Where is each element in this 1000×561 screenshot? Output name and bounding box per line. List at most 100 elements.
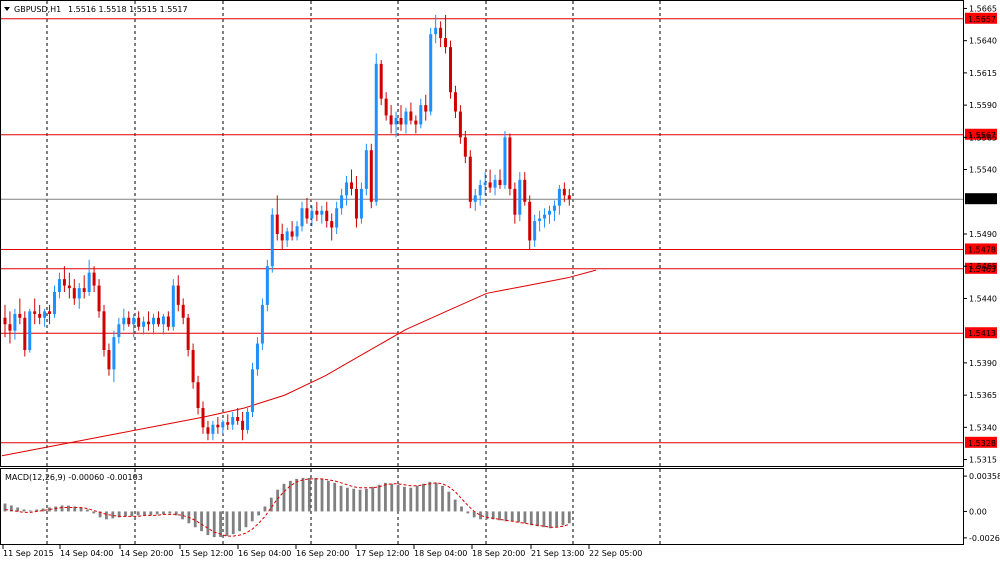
candle-body [38,313,42,318]
candle-body [132,317,136,325]
macd-bar [434,482,438,512]
candle-body [241,420,245,430]
candle-body [191,350,195,383]
macd-bar [219,511,222,538]
level-badge [965,327,997,339]
candle-body [330,221,334,228]
macd-bar [466,511,470,514]
candle-body [206,427,210,434]
level-badge [965,243,997,255]
price-axis-label: 1.5640 [969,37,997,46]
macd-bar [428,481,432,512]
macd-bar [136,511,140,516]
current-price-badge [965,193,997,205]
candle-body [28,311,32,350]
macd-bar [41,508,45,512]
macd-label: MACD(12,26,9) -0.00060 -0.00103 [5,473,143,482]
macd-bar [377,484,381,512]
candle-body [23,317,27,350]
candle-body [533,221,537,241]
time-axis: 11 Sep 2015 14 Sep 04:00 14 Sep 20:00 15 Se… [2,545,642,558]
macd-bar [225,511,229,537]
candle-body [3,317,7,325]
candle-body [221,422,225,428]
candle-body [458,111,462,138]
candle-body [463,137,467,157]
candle-body [92,272,96,286]
macd-bar [561,511,565,526]
candle-body [176,285,180,305]
candles [3,14,571,441]
macd-bar [250,511,254,522]
candle-body [127,317,131,325]
candle-body [414,120,418,125]
macd-bar [149,511,153,516]
macd-axis: 0.00358 0.00 -0.00268 [963,472,1000,543]
macd-bar [86,509,89,512]
candle-body [290,231,294,237]
macd-bar [105,511,108,520]
price-axis-label: 1.5340 [969,423,997,432]
candle-body [62,279,66,286]
macd-bar [365,488,368,512]
candle-body [142,321,146,327]
candle-body [117,324,121,338]
macd-bar [22,509,26,512]
candle-body [18,313,22,318]
candle-body [429,34,433,112]
candle-body [171,285,175,327]
macd-bar [523,511,527,524]
candle-body [275,214,279,234]
macd-bar [485,511,489,520]
candle-body [147,321,151,325]
candle-body [557,188,561,206]
macd-bar [206,511,210,536]
macd-bar [422,483,425,512]
price-axis-label: 1.5540 [969,166,997,175]
candle-body [310,210,314,219]
candle-body [122,317,126,325]
triangle-down-icon[interactable] [4,7,10,11]
candle-body [434,27,438,35]
candle-body [33,311,37,314]
candle-body [112,337,116,370]
macd-bar [276,489,280,512]
candle-body [478,185,482,196]
ohlc-readout: 1.5516 1.5518 1.5515 1.5517 [68,5,188,14]
candle-body [503,137,507,186]
time-axis-label: 21 Sep 13:00 [531,549,584,558]
time-axis-label: 11 Sep 2015 [3,549,54,558]
moving-average-line [1,269,597,457]
candle-body [320,210,324,215]
candle-body [43,311,47,318]
macd-bar [60,505,64,512]
macd-bar [536,511,539,527]
macd-bar [174,511,178,516]
candle-body [152,317,155,325]
macd-bar [263,506,267,512]
macd-axis-label: -0.00268 [969,534,1000,543]
macd-bar [326,480,330,512]
macd-bar [447,491,451,512]
level-badge-label: 1.5478 [968,245,996,254]
candle-body [340,195,344,209]
candle-body [419,105,423,125]
macd-bar [479,511,482,520]
level-badge [965,262,997,274]
candle-body [379,63,383,99]
macd-bar [529,511,533,526]
candle-body [285,231,289,241]
candle-body [473,195,477,202]
candle-body [543,214,547,219]
level-badge-label: 1.5463 [968,265,996,274]
macd-bar [117,511,121,518]
macd-signal-line [4,478,570,537]
time-axis-label: 17 Sep 12:00 [356,549,409,558]
macd-bar [162,511,165,515]
macd-bar [47,507,51,512]
price-axis-label: 1.5390 [969,359,997,368]
candle-body [57,279,61,292]
macd-bar [79,507,83,512]
candle-body [488,182,492,188]
